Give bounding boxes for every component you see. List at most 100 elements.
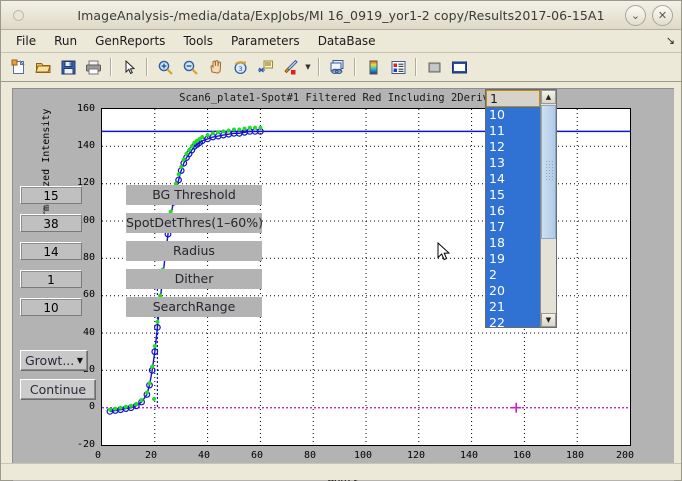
print-icon	[85, 60, 101, 74]
list-item[interactable]: 13	[486, 155, 540, 171]
brush-icon	[283, 59, 298, 74]
toolbar-separator-4	[354, 58, 356, 76]
ytick-20: 20	[82, 364, 95, 375]
menu-item-tools[interactable]: Tools	[183, 34, 213, 48]
svg-text:3: 3	[238, 66, 242, 73]
list-item[interactable]: 10	[486, 107, 540, 123]
searchrange-label: SearchRange	[126, 297, 262, 317]
ytick-80: 80	[82, 252, 95, 263]
save-button[interactable]	[56, 55, 80, 79]
scroll-down-button[interactable]: ▼	[541, 313, 556, 327]
open-folder-icon	[34, 62, 51, 73]
zoom-out-button[interactable]	[178, 55, 202, 79]
dither-label: Dither	[126, 269, 262, 289]
minimize-button[interactable]: ⌄	[625, 5, 646, 26]
link-plot-button[interactable]	[325, 55, 349, 79]
data-cursor-icon	[257, 60, 273, 72]
print-button[interactable]	[81, 55, 105, 79]
menu-overflow-icon[interactable]: ↘	[665, 34, 675, 47]
rotate-3d-icon: 3	[233, 60, 247, 74]
continue-button[interactable]: Continue	[20, 379, 96, 400]
save-icon	[61, 60, 75, 74]
listbox-scrollbar[interactable]: ▲ ▼	[540, 90, 556, 327]
menu-item-database[interactable]: DataBase	[317, 34, 376, 48]
list-item[interactable]: 18	[486, 235, 540, 251]
close-button[interactable]: ✕	[652, 5, 673, 26]
end-marker-plus	[511, 402, 522, 413]
scroll-up-button[interactable]: ▲	[541, 90, 556, 104]
menu-item-run[interactable]: Run	[54, 34, 78, 48]
colorbar-icon	[369, 60, 377, 74]
list-item[interactable]: 19	[486, 251, 540, 267]
scrollbar-grip-icon	[545, 160, 553, 182]
xtick-180: 180	[566, 450, 585, 461]
ytick-0: 0	[88, 401, 95, 412]
xtick-20: 20	[145, 450, 158, 461]
link-plot-icon	[330, 59, 343, 74]
xtick-0: 0	[95, 450, 102, 461]
show-plot-tools-icon	[451, 61, 467, 73]
pointer-button[interactable]	[117, 55, 141, 79]
list-item[interactable]: 14	[486, 171, 540, 187]
legend-button[interactable]	[386, 55, 410, 79]
close-icon: ✕	[657, 9, 668, 22]
ytick-neg20: -20	[76, 439, 95, 450]
growth-mode-dropdown[interactable]: Growt... ▼	[20, 350, 88, 371]
list-item[interactable]: 15	[486, 187, 540, 203]
show-plot-tools-button[interactable]	[447, 55, 471, 79]
ytick-120: 120	[76, 177, 95, 188]
chevron-down-icon: ⌄	[630, 9, 641, 22]
brush-button[interactable]	[278, 55, 302, 79]
xtick-120: 120	[407, 450, 426, 461]
brush-dropdown-caret[interactable]: ▼	[305, 63, 311, 71]
radius-input[interactable]: 14	[20, 242, 82, 260]
tool-bar: 3 ▼	[1, 53, 681, 82]
xtick-200: 200	[616, 450, 635, 461]
list-item[interactable]: 22	[486, 315, 540, 327]
rotate-3d-button[interactable]: 3	[228, 55, 252, 79]
new-file-button[interactable]	[6, 55, 30, 79]
toolbar-separator-1	[110, 58, 112, 76]
list-item[interactable]: 1	[486, 90, 540, 107]
open-folder-button[interactable]	[31, 55, 55, 79]
list-item[interactable]: 2	[486, 267, 540, 283]
menu-item-genreports[interactable]: GenReports	[95, 34, 166, 48]
data-cursor-button[interactable]	[253, 55, 277, 79]
spotdetthres-input[interactable]: 38	[20, 214, 82, 232]
list-item[interactable]: 16	[486, 203, 540, 219]
list-item[interactable]: 20	[486, 283, 540, 299]
window-buttons: ⌄ ✕	[625, 5, 673, 26]
xtick-80: 80	[304, 450, 317, 461]
window-menu-dot[interactable]	[13, 9, 24, 21]
list-item[interactable]: 17	[486, 219, 540, 235]
toolbar-separator-5	[415, 58, 417, 76]
ytick-140: 140	[76, 140, 95, 151]
growth-mode-value: Growt...	[25, 353, 75, 368]
colorbar-button[interactable]	[361, 55, 385, 79]
pointer-icon	[125, 59, 135, 74]
figure-client-area: Scan6_plate1-Spot#1 Filtered Red Includi…	[12, 88, 674, 481]
list-item[interactable]: 12	[486, 139, 540, 155]
xtick-160: 160	[513, 450, 532, 461]
menu-item-file[interactable]: File	[16, 34, 37, 48]
list-item[interactable]: 11	[486, 123, 540, 139]
toolbar-separator-3	[318, 58, 320, 76]
scan-listbox[interactable]: 1 10 11 12 13 14 15 16 17 18 19 2 20 21 …	[485, 89, 557, 328]
dither-input[interactable]: 1	[20, 270, 82, 288]
searchrange-input[interactable]: 10	[20, 298, 82, 316]
chevron-down-icon: ▼	[76, 356, 83, 365]
bg-threshold-input[interactable]: 15	[20, 186, 82, 204]
pan-button[interactable]	[203, 55, 227, 79]
scrollbar-thumb[interactable]	[541, 105, 556, 239]
zoom-in-button[interactable]	[153, 55, 177, 79]
xtick-40: 40	[198, 450, 211, 461]
list-item[interactable]: 21	[486, 299, 540, 315]
new-file-icon	[11, 59, 25, 74]
zoom-out-icon	[183, 60, 198, 75]
y-axis-label: Normalized Intensity	[41, 108, 52, 229]
ytick-160: 160	[76, 103, 95, 114]
listbox-items[interactable]: 1 10 11 12 13 14 15 16 17 18 19 2 20 21 …	[486, 90, 540, 327]
hide-plot-tools-button[interactable]	[422, 55, 446, 79]
menu-item-parameters[interactable]: Parameters	[231, 34, 300, 48]
